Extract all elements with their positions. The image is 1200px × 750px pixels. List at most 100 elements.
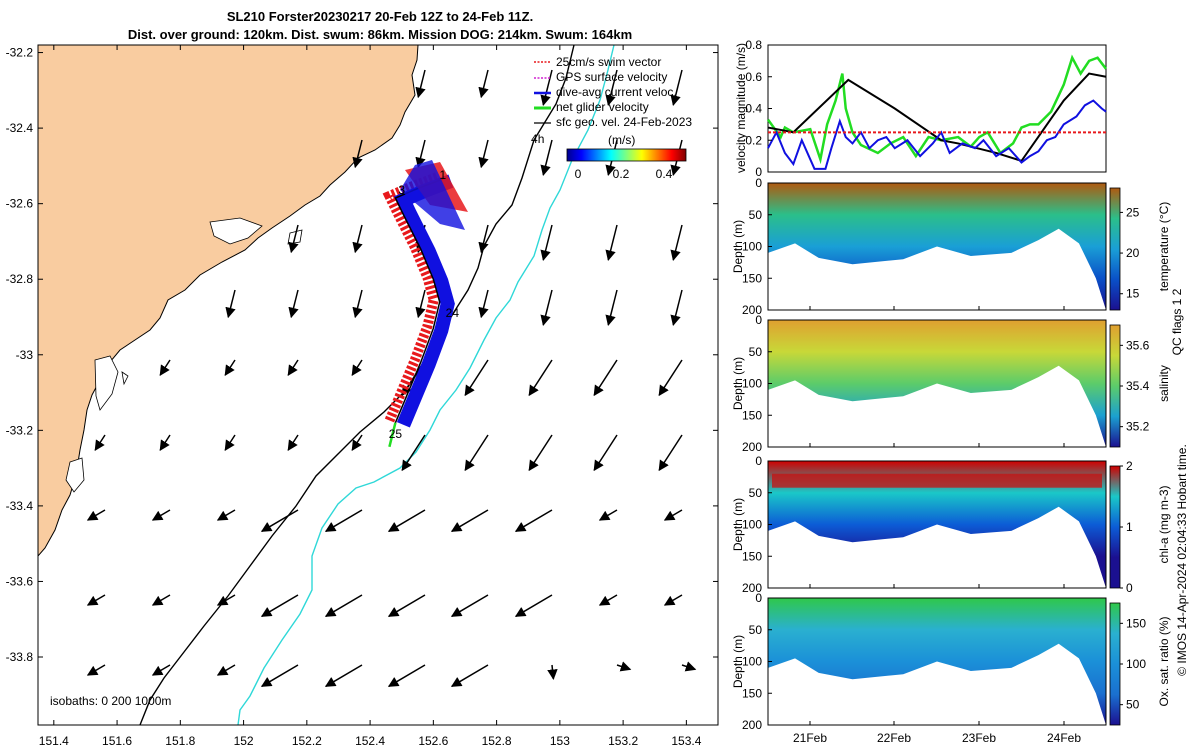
map-x-tick-label: 151.6 [102,734,132,748]
map-x-tick-label: 151.4 [39,734,69,748]
section-colorbar [1109,465,1121,589]
surface-velocity-arrow [288,224,299,254]
surface-velocity-arrow [216,664,236,676]
section-colorbar [1109,324,1121,448]
surface-velocity-arrow [324,594,363,617]
legend-entry-net: net glider velocity [556,100,649,114]
map-x-tick-label: 152.2 [292,734,322,748]
depth-tick-label: 0 [755,454,762,468]
surface-velocity-arrow [151,664,171,676]
surface-velocity-arrow [540,224,553,261]
track-label-25: 25 [389,427,403,441]
speed-colorbar-tick-1: 0.2 [613,167,630,181]
surface-velocity-arrow [593,434,618,472]
surface-velocity-arrow [681,661,697,672]
depth-tick-label: 0 [755,313,762,327]
depth-tick-label: 150 [742,549,762,563]
colorbar-label: temperature (°C) [1157,202,1171,292]
depth-tick-label: 100 [742,377,762,391]
map-x-tick-label: 153.2 [608,734,638,748]
time-tick-23feb: 23Feb [962,731,996,745]
surface-velocity-arrow [658,434,683,472]
colorbar-tick-label: 25 [1126,205,1140,219]
surface-velocity-arrow [478,69,489,99]
surface-velocity-arrow [450,664,489,687]
legend-entry-geo: sfc geo. vel. 24-Feb-2023 [556,115,692,129]
section-panel-oxygen: 0 50 100 150 200 Depth (m) 50 100 150 Ox. sat. ra… [731,591,1171,732]
glider-path [394,178,444,424]
surface-velocity-arrow [478,224,489,254]
map-y-tick-label: -33 [16,348,34,362]
landmass [38,45,419,557]
surface-velocity-arrow [658,359,683,397]
surface-velocity-arrow [287,434,299,451]
section-panel-temperature: 0 50 100 150 200 Depth (m) 15 20 25 temperature (… [731,176,1171,317]
map-frame [37,44,719,726]
surface-velocity-arrow [528,359,553,397]
surface-velocity-arrow [260,664,299,687]
map-panel: 151.4 151.6 151.8 152 152.2 152.4 152.6 152.8 15… [6,44,719,748]
depth-tick-label: 100 [742,240,762,254]
depth-tick-label: 50 [749,623,763,637]
map-x-tick-label: 152.4 [355,734,385,748]
legend-entry-swim: 25cm/s swim vector [556,55,661,69]
surface-velocity-arrow [670,69,683,106]
time-axis: 21Feb 22Feb 23Feb 24Feb [793,731,1081,745]
surface-velocity-arrow [387,509,426,532]
velocity-ylabel: velocity magnitude (m/s) [734,43,748,173]
section-data-field [768,461,1106,588]
map-y-axis: -32.2 -32.4 -32.6 -32.8 -33 -33.2 -33.4 -33.6 -3… [6,46,718,664]
surface-velocity-arrow [225,289,236,319]
speed-colorbar: (m/s) 0 0.2 0.4 [566,133,687,181]
surface-velocity-arrow [351,359,363,376]
track-label-24: 24 [446,306,460,320]
section-colorbar [1109,602,1121,726]
surface-velocity-arrow [478,139,489,169]
map-y-tick-label: -32.8 [6,272,34,286]
depth-tick-label: 50 [749,208,763,222]
surface-velocity-arrow [605,289,618,326]
depth-tick-label: 0 [755,591,762,605]
speed-colorbar-ramp [566,148,687,162]
surface-velocity-arrow [415,139,426,169]
surface-velocity-arrows [86,69,697,687]
depth-tick-label: 200 [742,581,762,595]
colorbar-tick-label: 150 [1126,616,1146,630]
map-x-tick-label: 153 [550,734,570,748]
legend-entry-gps: GPS surface velocity [556,70,667,84]
colorbar-tick-label: 0 [1126,581,1133,595]
surface-velocity-arrow [351,434,363,451]
surface-velocity-arrow [598,509,618,521]
surface-velocity-arrow [670,224,683,261]
speed-colorbar-label: (m/s) [608,133,635,147]
chl-maximum-band [772,473,1102,488]
surface-velocity-arrow [260,594,299,617]
map-y-tick-label: -32.4 [6,121,34,135]
colorbar-tick-label: 2 [1126,459,1133,473]
surface-velocity-arrow [663,594,683,606]
surface-velocity-arrow [224,359,236,376]
swim-vectors [382,172,439,423]
surface-velocity-arrow [605,69,618,106]
surface-velocity-arrow [540,139,553,176]
map-x-axis: 151.4 151.6 151.8 152 152.2 152.4 152.6 152.8 15… [39,45,702,748]
velocity-panel: 0 0.2 0.4 0.6 0.8 velocity magnitude (m/s) [734,38,1107,179]
qc-flags-label: QC flags 1 2 [1170,288,1184,355]
surface-velocity-arrow [86,594,106,606]
surface-velocity-arrow [450,509,489,532]
map-x-tick-label: 152.8 [482,734,512,748]
surface-velocity-arrow [528,434,553,472]
surface-velocity-arrow [324,664,363,687]
surface-velocity-arrow [352,224,363,254]
time-tick-21feb: 21Feb [793,731,827,745]
velocity-y-tick-label: 0.2 [745,133,762,147]
surface-velocity-arrow [352,139,363,169]
colorbar-tick-label: 15 [1126,287,1140,301]
section-data-field [768,320,1106,447]
surface-velocity-arrow [593,359,618,397]
surface-velocity-arrow [415,289,426,319]
surface-velocity-arrow [478,289,489,319]
velocity-y-axis: 0 0.2 0.4 0.6 0.8 [745,38,772,179]
